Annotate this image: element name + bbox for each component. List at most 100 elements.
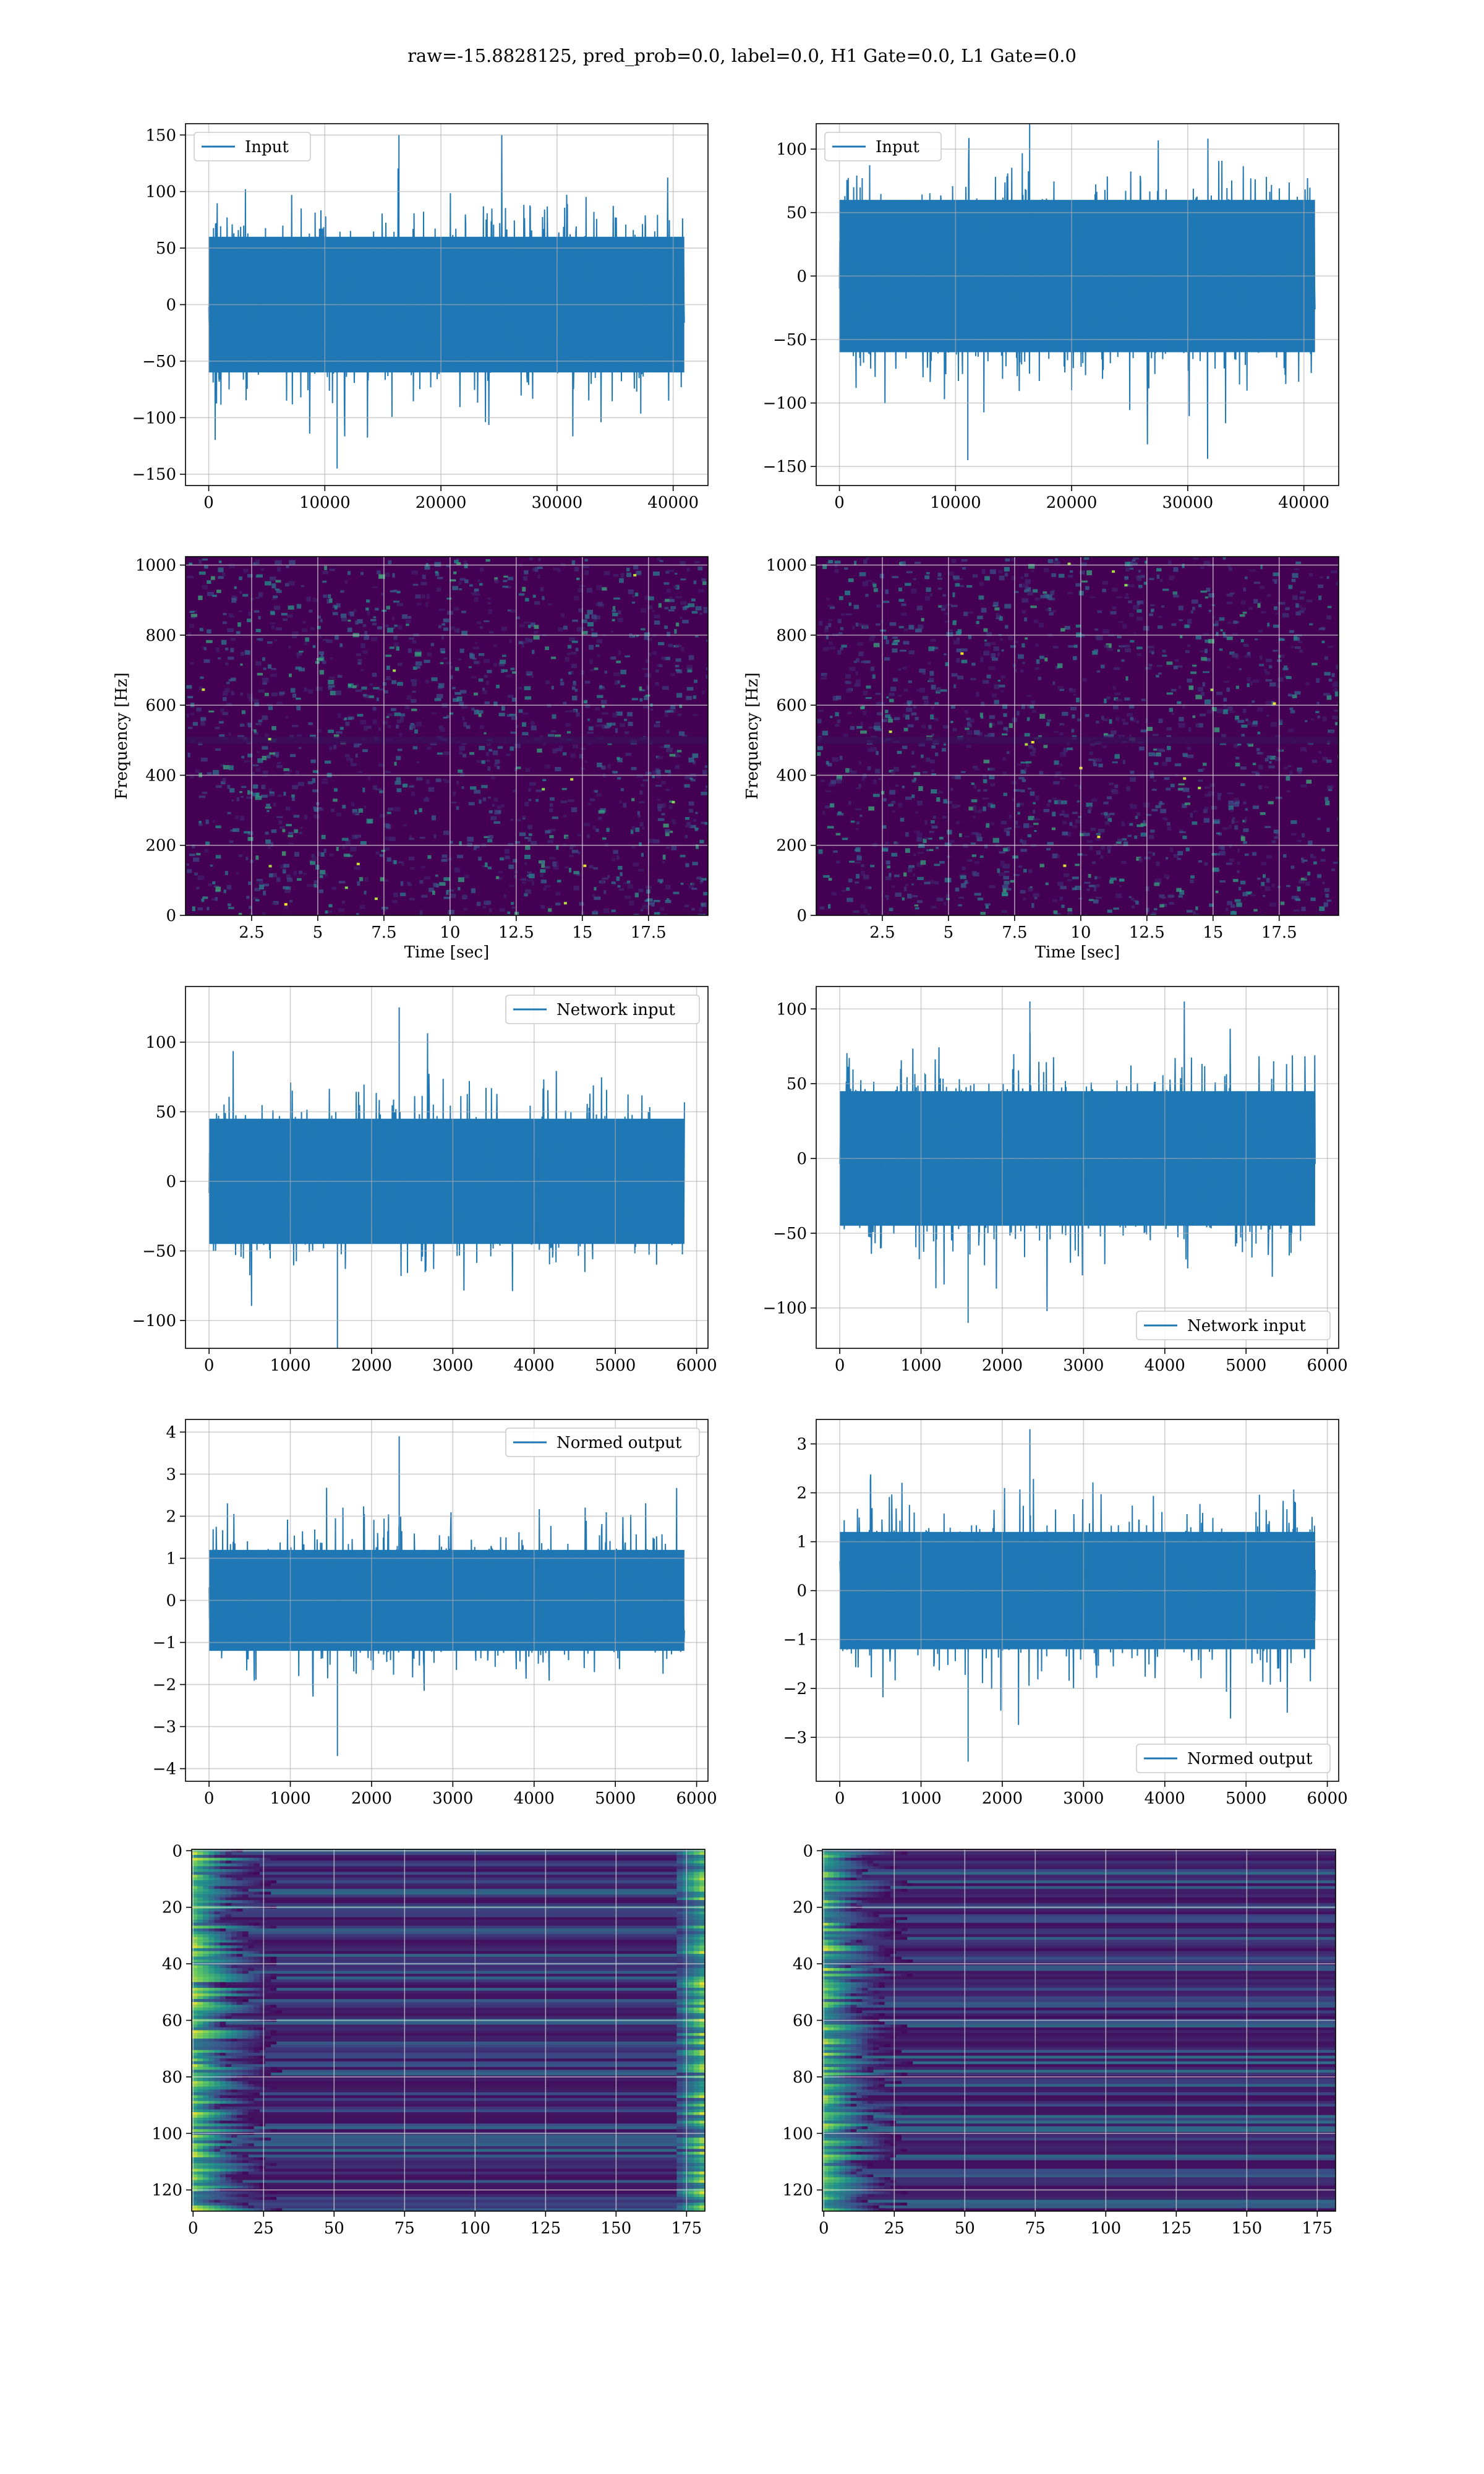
heatmap-cell	[818, 709, 824, 712]
heatmap-cell	[563, 815, 567, 818]
heatmap-cell	[620, 669, 626, 675]
heatmap-cell	[435, 778, 441, 782]
heatmap-cell	[693, 1917, 700, 1920]
heatmap-cell	[265, 2041, 271, 2045]
heatmap-cell	[870, 666, 875, 672]
heatmap-cell	[855, 808, 862, 811]
heatmap-cell	[208, 1959, 215, 1963]
heatmap-cell	[1229, 858, 1234, 862]
heatmap-cell	[269, 752, 275, 755]
heatmap-cell	[1111, 730, 1117, 735]
heatmap-cell	[239, 591, 242, 594]
heatmap-cell	[1076, 698, 1080, 703]
heatmap-cell	[1235, 763, 1240, 767]
heatmap-cell	[1287, 765, 1292, 768]
heatmap-cell	[973, 730, 980, 735]
heatmap-cell	[1326, 899, 1332, 902]
heatmap-cell	[236, 2035, 243, 2039]
heatmap-cell	[192, 1951, 198, 1954]
heatmap-cell	[220, 1993, 226, 1997]
heatmap-cell	[208, 1965, 215, 1969]
heatmap-cell	[443, 716, 448, 719]
heatmap-cell	[861, 661, 864, 664]
heatmap-cell	[409, 837, 414, 841]
legend: Normed output	[505, 1427, 700, 1457]
heatmap-cell	[1265, 701, 1273, 706]
heatmap-cell	[699, 1872, 705, 1875]
heatmap-cell	[197, 1934, 203, 1938]
heatmap-cell	[944, 878, 952, 883]
heatmap-cell	[931, 820, 935, 824]
heatmap-cell	[876, 751, 879, 755]
heatmap-cell	[1164, 777, 1170, 780]
heatmap-cell	[208, 2030, 215, 2034]
heatmap-cell	[203, 2066, 209, 2070]
heatmap-cell	[214, 1888, 220, 1892]
heatmap-cell	[268, 844, 271, 849]
heatmap-cell	[516, 724, 519, 728]
heatmap-cell	[1033, 823, 1039, 825]
heatmap-cell	[947, 603, 952, 606]
heatmap-cell	[478, 653, 485, 656]
heatmap-cell	[359, 904, 365, 909]
heatmap-cell	[1093, 763, 1098, 766]
heatmap-cell	[1290, 820, 1297, 824]
heatmap-cell	[1167, 745, 1171, 750]
heatmap-cell	[234, 586, 237, 589]
heatmap-cell	[1253, 581, 1260, 584]
heatmap-cell	[534, 601, 540, 605]
heatmap-row	[192, 1877, 705, 1881]
heatmap-cell	[192, 1948, 198, 1951]
heatmap-cell	[220, 2073, 226, 2076]
heatmap-cell	[838, 596, 843, 601]
heatmap-cell	[903, 886, 907, 891]
heatmap-cell	[1310, 854, 1314, 858]
heatmap-cell	[1085, 714, 1090, 717]
heatmap-cell	[435, 572, 440, 576]
heatmap-cell	[404, 706, 410, 709]
heatmap-cell	[248, 1922, 254, 1926]
heatmap-cell	[208, 1920, 215, 1924]
heatmap-cell	[903, 688, 908, 692]
heatmap-cell	[220, 708, 224, 713]
heatmap-cell	[357, 618, 363, 624]
heatmap-cell	[825, 625, 829, 630]
heatmap-cell	[386, 606, 390, 610]
heatmap-cell	[274, 639, 278, 641]
heatmap-cell	[917, 876, 924, 880]
heatmap-cell	[1050, 591, 1054, 596]
heatmap-cell	[650, 902, 655, 907]
heatmap-cell	[409, 725, 413, 730]
heatmap-cell	[913, 830, 921, 833]
y-tick-label: 100	[776, 1000, 807, 1019]
heatmap-cell	[235, 815, 239, 820]
heatmap-cell	[214, 2039, 220, 2042]
heatmap-cell	[962, 567, 966, 570]
heatmap-cell	[461, 895, 468, 899]
heatmap-cell	[208, 1954, 215, 1958]
heatmap-cell	[315, 687, 323, 691]
heatmap-hot-pixel	[1031, 741, 1034, 743]
heatmap-cell	[1261, 610, 1266, 614]
heatmap-cell	[549, 857, 556, 860]
y-tick-label: 2	[166, 1507, 176, 1526]
heatmap-cell	[693, 1860, 700, 1864]
heatmap-cell	[1118, 621, 1124, 623]
heatmap-cell	[484, 836, 490, 838]
heatmap-cell	[321, 834, 326, 839]
heatmap-cell	[462, 753, 467, 758]
heatmap-cell	[231, 1931, 237, 1935]
heatmap-cell	[682, 1920, 689, 1924]
heatmap-cell	[225, 2010, 232, 2014]
heatmap-cell	[1033, 818, 1040, 821]
heatmap-cell	[688, 1937, 694, 1940]
heatmap-cell	[192, 1920, 198, 1924]
heatmap-cell	[197, 1945, 203, 1949]
heatmap-cell	[197, 1911, 203, 1915]
heatmap-cell	[929, 677, 934, 682]
heatmap-cell	[220, 2070, 226, 2073]
heatmap-cell	[344, 580, 348, 584]
heatmap-cell	[1128, 600, 1132, 604]
heatmap-cell	[299, 651, 304, 653]
heatmap-cell	[688, 1945, 694, 1949]
